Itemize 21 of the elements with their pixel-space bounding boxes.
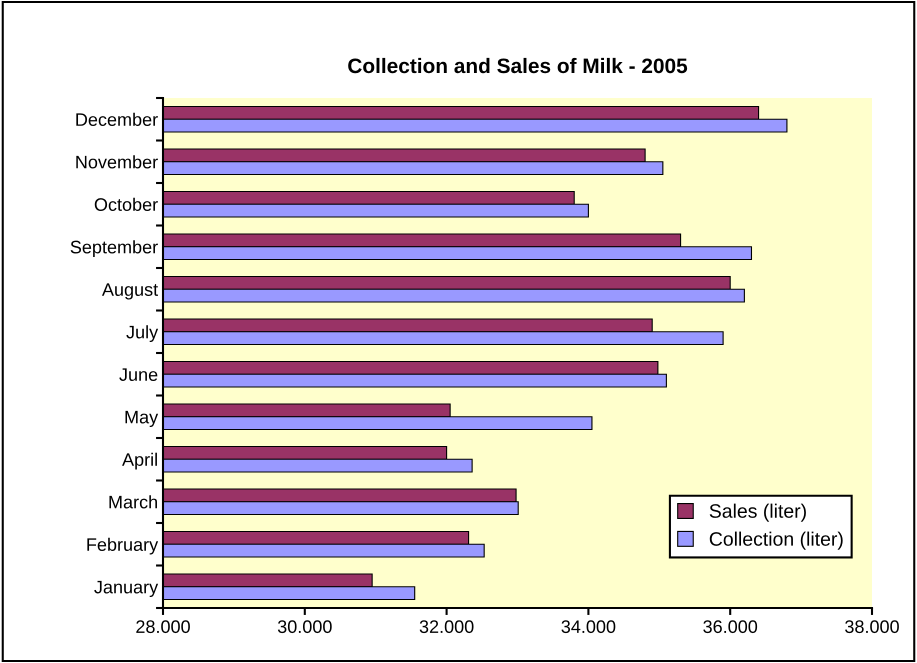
x-tick-label: 30.000 (278, 620, 332, 634)
y-tick-label: July (126, 325, 158, 342)
x-tick-label: 28.000 (136, 620, 190, 634)
x-tick-label: 32.000 (420, 620, 474, 634)
y-tick-label: November (76, 155, 158, 168)
x-tick-label: 38.000 (845, 620, 899, 634)
chart-title: Collection and Sales of Milk - 2005 (348, 58, 688, 74)
y-tick-label: August (102, 283, 158, 300)
legend-label: Collection (liter) (710, 532, 843, 550)
x-tick-label: 34.000 (561, 620, 616, 634)
y-tick-label: May (126, 410, 158, 428)
y-tick-label: February (87, 538, 158, 555)
y-tick-label: March (109, 495, 157, 508)
y-tick-label: December (76, 112, 158, 126)
y-tick-label: June (119, 368, 158, 381)
y-tick-label: October (94, 198, 158, 211)
y-tick-label: April (122, 452, 157, 470)
y-tick-label: September (70, 240, 158, 258)
legend-label: Sales (liter) (710, 504, 806, 522)
y-tick-label: January (94, 580, 158, 598)
x-tick-label: 36.000 (703, 620, 758, 634)
